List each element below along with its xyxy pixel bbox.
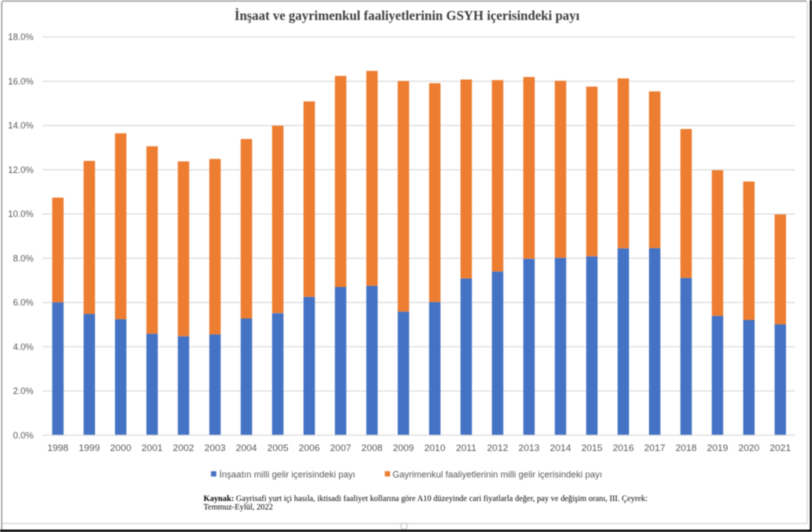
svg-text:18.0%: 18.0% xyxy=(8,32,34,42)
svg-text:Gayrimenkul faaliyetlerinin mi: Gayrimenkul faaliyetlerinin milli gelir … xyxy=(393,469,603,479)
svg-text:1998: 1998 xyxy=(47,443,68,454)
svg-text:2.0%: 2.0% xyxy=(13,386,34,396)
svg-text:0.0%: 0.0% xyxy=(13,431,34,441)
svg-text:2017: 2017 xyxy=(644,443,665,454)
svg-text:10.0%: 10.0% xyxy=(8,209,34,219)
svg-text:İnşaatın milli gelir içerisind: İnşaatın milli gelir içerisindeki payı xyxy=(219,469,355,479)
svg-text:2021: 2021 xyxy=(770,443,791,454)
svg-text:2001: 2001 xyxy=(142,443,163,454)
svg-text:2003: 2003 xyxy=(204,443,225,454)
svg-text:2019: 2019 xyxy=(707,443,728,454)
svg-text:16.0%: 16.0% xyxy=(8,77,34,87)
svg-text:2013: 2013 xyxy=(518,443,539,454)
svg-text:2010: 2010 xyxy=(424,443,445,454)
svg-text:2018: 2018 xyxy=(676,443,697,454)
svg-text:İnşaat ve gayrimenkul faaliyet: İnşaat ve gayrimenkul faaliyetlerinin GS… xyxy=(234,8,579,23)
svg-text:2016: 2016 xyxy=(613,443,634,454)
svg-text:2007: 2007 xyxy=(330,443,351,454)
svg-text:2014: 2014 xyxy=(550,443,571,454)
svg-text:2006: 2006 xyxy=(299,443,320,454)
svg-text:2020: 2020 xyxy=(738,443,759,454)
svg-text:2015: 2015 xyxy=(581,443,602,454)
svg-text:2002: 2002 xyxy=(173,443,194,454)
svg-text:8.0%: 8.0% xyxy=(13,254,34,264)
svg-text:2004: 2004 xyxy=(236,443,257,454)
svg-text:14.0%: 14.0% xyxy=(8,121,34,131)
svg-text:12.0%: 12.0% xyxy=(8,165,34,175)
svg-text:2008: 2008 xyxy=(361,443,382,454)
svg-text:2012: 2012 xyxy=(487,443,508,454)
svg-text:2000: 2000 xyxy=(110,443,131,454)
svg-text:4.0%: 4.0% xyxy=(13,342,34,352)
svg-text:2011: 2011 xyxy=(456,443,476,454)
svg-text:2009: 2009 xyxy=(393,443,414,454)
svg-text:Temmuz-Eylül, 2022: Temmuz-Eylül, 2022 xyxy=(204,503,273,512)
svg-text:2005: 2005 xyxy=(267,443,288,454)
svg-text:1999: 1999 xyxy=(79,443,100,454)
svg-text:6.0%: 6.0% xyxy=(13,298,34,308)
svg-text:Kaynak: Gayrisafi yurt içi has: Kaynak: Gayrisafi yurt içi hasıla, iktis… xyxy=(204,494,648,503)
